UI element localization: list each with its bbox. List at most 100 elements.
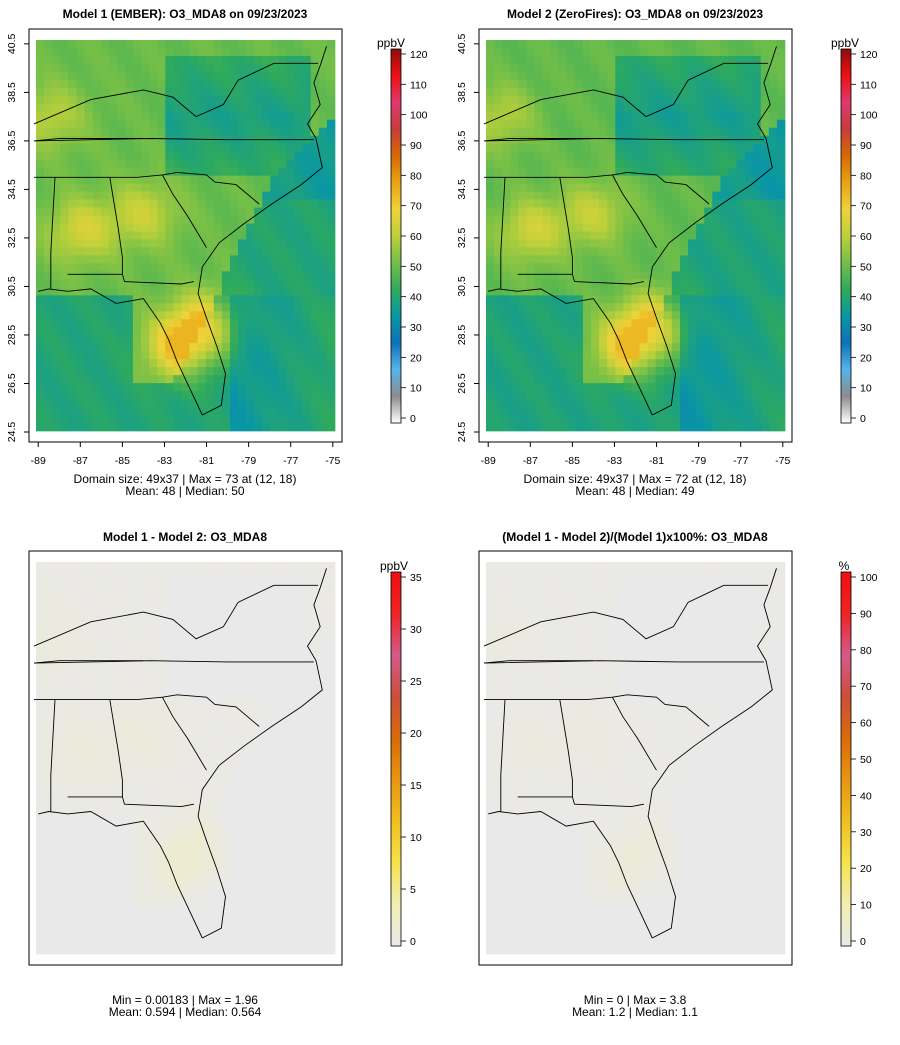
grid-cell bbox=[76, 626, 85, 635]
grid-cell bbox=[671, 63, 681, 73]
grid-cell bbox=[76, 714, 85, 723]
grid-cell bbox=[326, 87, 336, 97]
grid-cell bbox=[623, 55, 632, 65]
grid-cell bbox=[526, 335, 535, 344]
grid-cell bbox=[124, 87, 134, 97]
grid-cell bbox=[254, 223, 263, 232]
grid-cell bbox=[326, 215, 336, 224]
grid-cell bbox=[246, 335, 255, 344]
grid-cell bbox=[318, 247, 328, 256]
grid-cell bbox=[647, 55, 657, 65]
grid-cell bbox=[728, 151, 737, 161]
grid-cell bbox=[157, 407, 166, 416]
grid-cell bbox=[229, 143, 239, 153]
grid-cell bbox=[542, 207, 551, 216]
grid-cell bbox=[165, 127, 174, 137]
grid-cell bbox=[647, 367, 657, 376]
grid-cell bbox=[149, 295, 158, 304]
grid-cell bbox=[278, 359, 287, 368]
grid-cell bbox=[736, 207, 745, 216]
grid-cell bbox=[655, 399, 665, 408]
grid-cell bbox=[704, 367, 713, 376]
grid-cell bbox=[60, 562, 69, 571]
grid-cell bbox=[502, 207, 511, 216]
grid-cell bbox=[318, 311, 328, 320]
grid-cell bbox=[615, 343, 624, 352]
grid-cell bbox=[181, 650, 190, 659]
grid-cell bbox=[286, 95, 295, 105]
grid-cell bbox=[189, 634, 198, 643]
grid-cell bbox=[76, 199, 85, 208]
grid-cell bbox=[149, 674, 158, 683]
grid-cell bbox=[52, 594, 61, 603]
grid-cell bbox=[696, 159, 705, 169]
grid-cell bbox=[550, 399, 560, 408]
grid-cell bbox=[696, 391, 705, 400]
grid-cell bbox=[550, 215, 560, 224]
grid-cell bbox=[615, 399, 624, 408]
grid-cell bbox=[246, 47, 255, 57]
grid-cell bbox=[294, 722, 304, 731]
grid-cell bbox=[607, 239, 616, 248]
grid-cell bbox=[623, 303, 632, 312]
grid-cell bbox=[318, 666, 328, 675]
grid-cell bbox=[278, 271, 287, 280]
grid-cell bbox=[52, 818, 61, 827]
grid-cell bbox=[165, 626, 174, 635]
grid-cell bbox=[663, 183, 673, 192]
grid-cell bbox=[294, 423, 304, 432]
grid-cell bbox=[229, 666, 239, 675]
grid-cell bbox=[566, 183, 576, 192]
grid-cell bbox=[712, 127, 721, 137]
grid-cell bbox=[92, 47, 101, 57]
grid-cell bbox=[591, 295, 600, 304]
grid-cell bbox=[132, 271, 142, 280]
grid-cell bbox=[157, 391, 166, 400]
grid-cell bbox=[100, 135, 110, 145]
grid-cell bbox=[326, 175, 336, 184]
grid-cell bbox=[100, 231, 110, 240]
grid-cell bbox=[542, 335, 551, 344]
grid-cell bbox=[286, 682, 295, 691]
grid-cell bbox=[696, 63, 705, 73]
grid-cell bbox=[688, 367, 697, 376]
grid-cell bbox=[294, 618, 304, 627]
grid-cell bbox=[679, 295, 689, 304]
grid-cell bbox=[550, 415, 560, 424]
grid-cell bbox=[558, 55, 568, 65]
grid-cell bbox=[486, 40, 495, 49]
grid-cell bbox=[286, 375, 295, 384]
grid-cell bbox=[108, 602, 118, 611]
grid-cell bbox=[116, 175, 126, 184]
grid-cell bbox=[310, 786, 320, 795]
grid-cell bbox=[623, 63, 632, 73]
grid-cell bbox=[36, 383, 45, 392]
grid-cell bbox=[52, 279, 61, 288]
grid-cell bbox=[768, 191, 778, 200]
grid-cell bbox=[197, 279, 207, 288]
grid-cell bbox=[486, 215, 495, 224]
grid-cell bbox=[181, 167, 190, 176]
grid-cell bbox=[60, 151, 69, 161]
grid-cell bbox=[165, 818, 174, 827]
grid-cell bbox=[278, 570, 287, 579]
grid-cell bbox=[510, 47, 519, 57]
grid-cell bbox=[157, 578, 166, 587]
grid-cell bbox=[704, 191, 713, 200]
grid-cell bbox=[36, 762, 45, 771]
grid-cell bbox=[197, 423, 207, 432]
grid-cell bbox=[205, 586, 215, 595]
grid-cell bbox=[92, 151, 101, 161]
grid-cell bbox=[141, 231, 150, 240]
grid-cell bbox=[736, 199, 745, 208]
grid-cell bbox=[132, 327, 142, 336]
grid-cell bbox=[286, 167, 295, 176]
grid-cell bbox=[278, 650, 287, 659]
grid-cell bbox=[92, 423, 101, 432]
grid-cell bbox=[310, 335, 320, 344]
grid-cell bbox=[502, 87, 511, 97]
grid-cell bbox=[149, 127, 158, 137]
grid-cell bbox=[502, 223, 511, 232]
grid-cell bbox=[679, 127, 689, 137]
grid-cell bbox=[486, 287, 495, 296]
